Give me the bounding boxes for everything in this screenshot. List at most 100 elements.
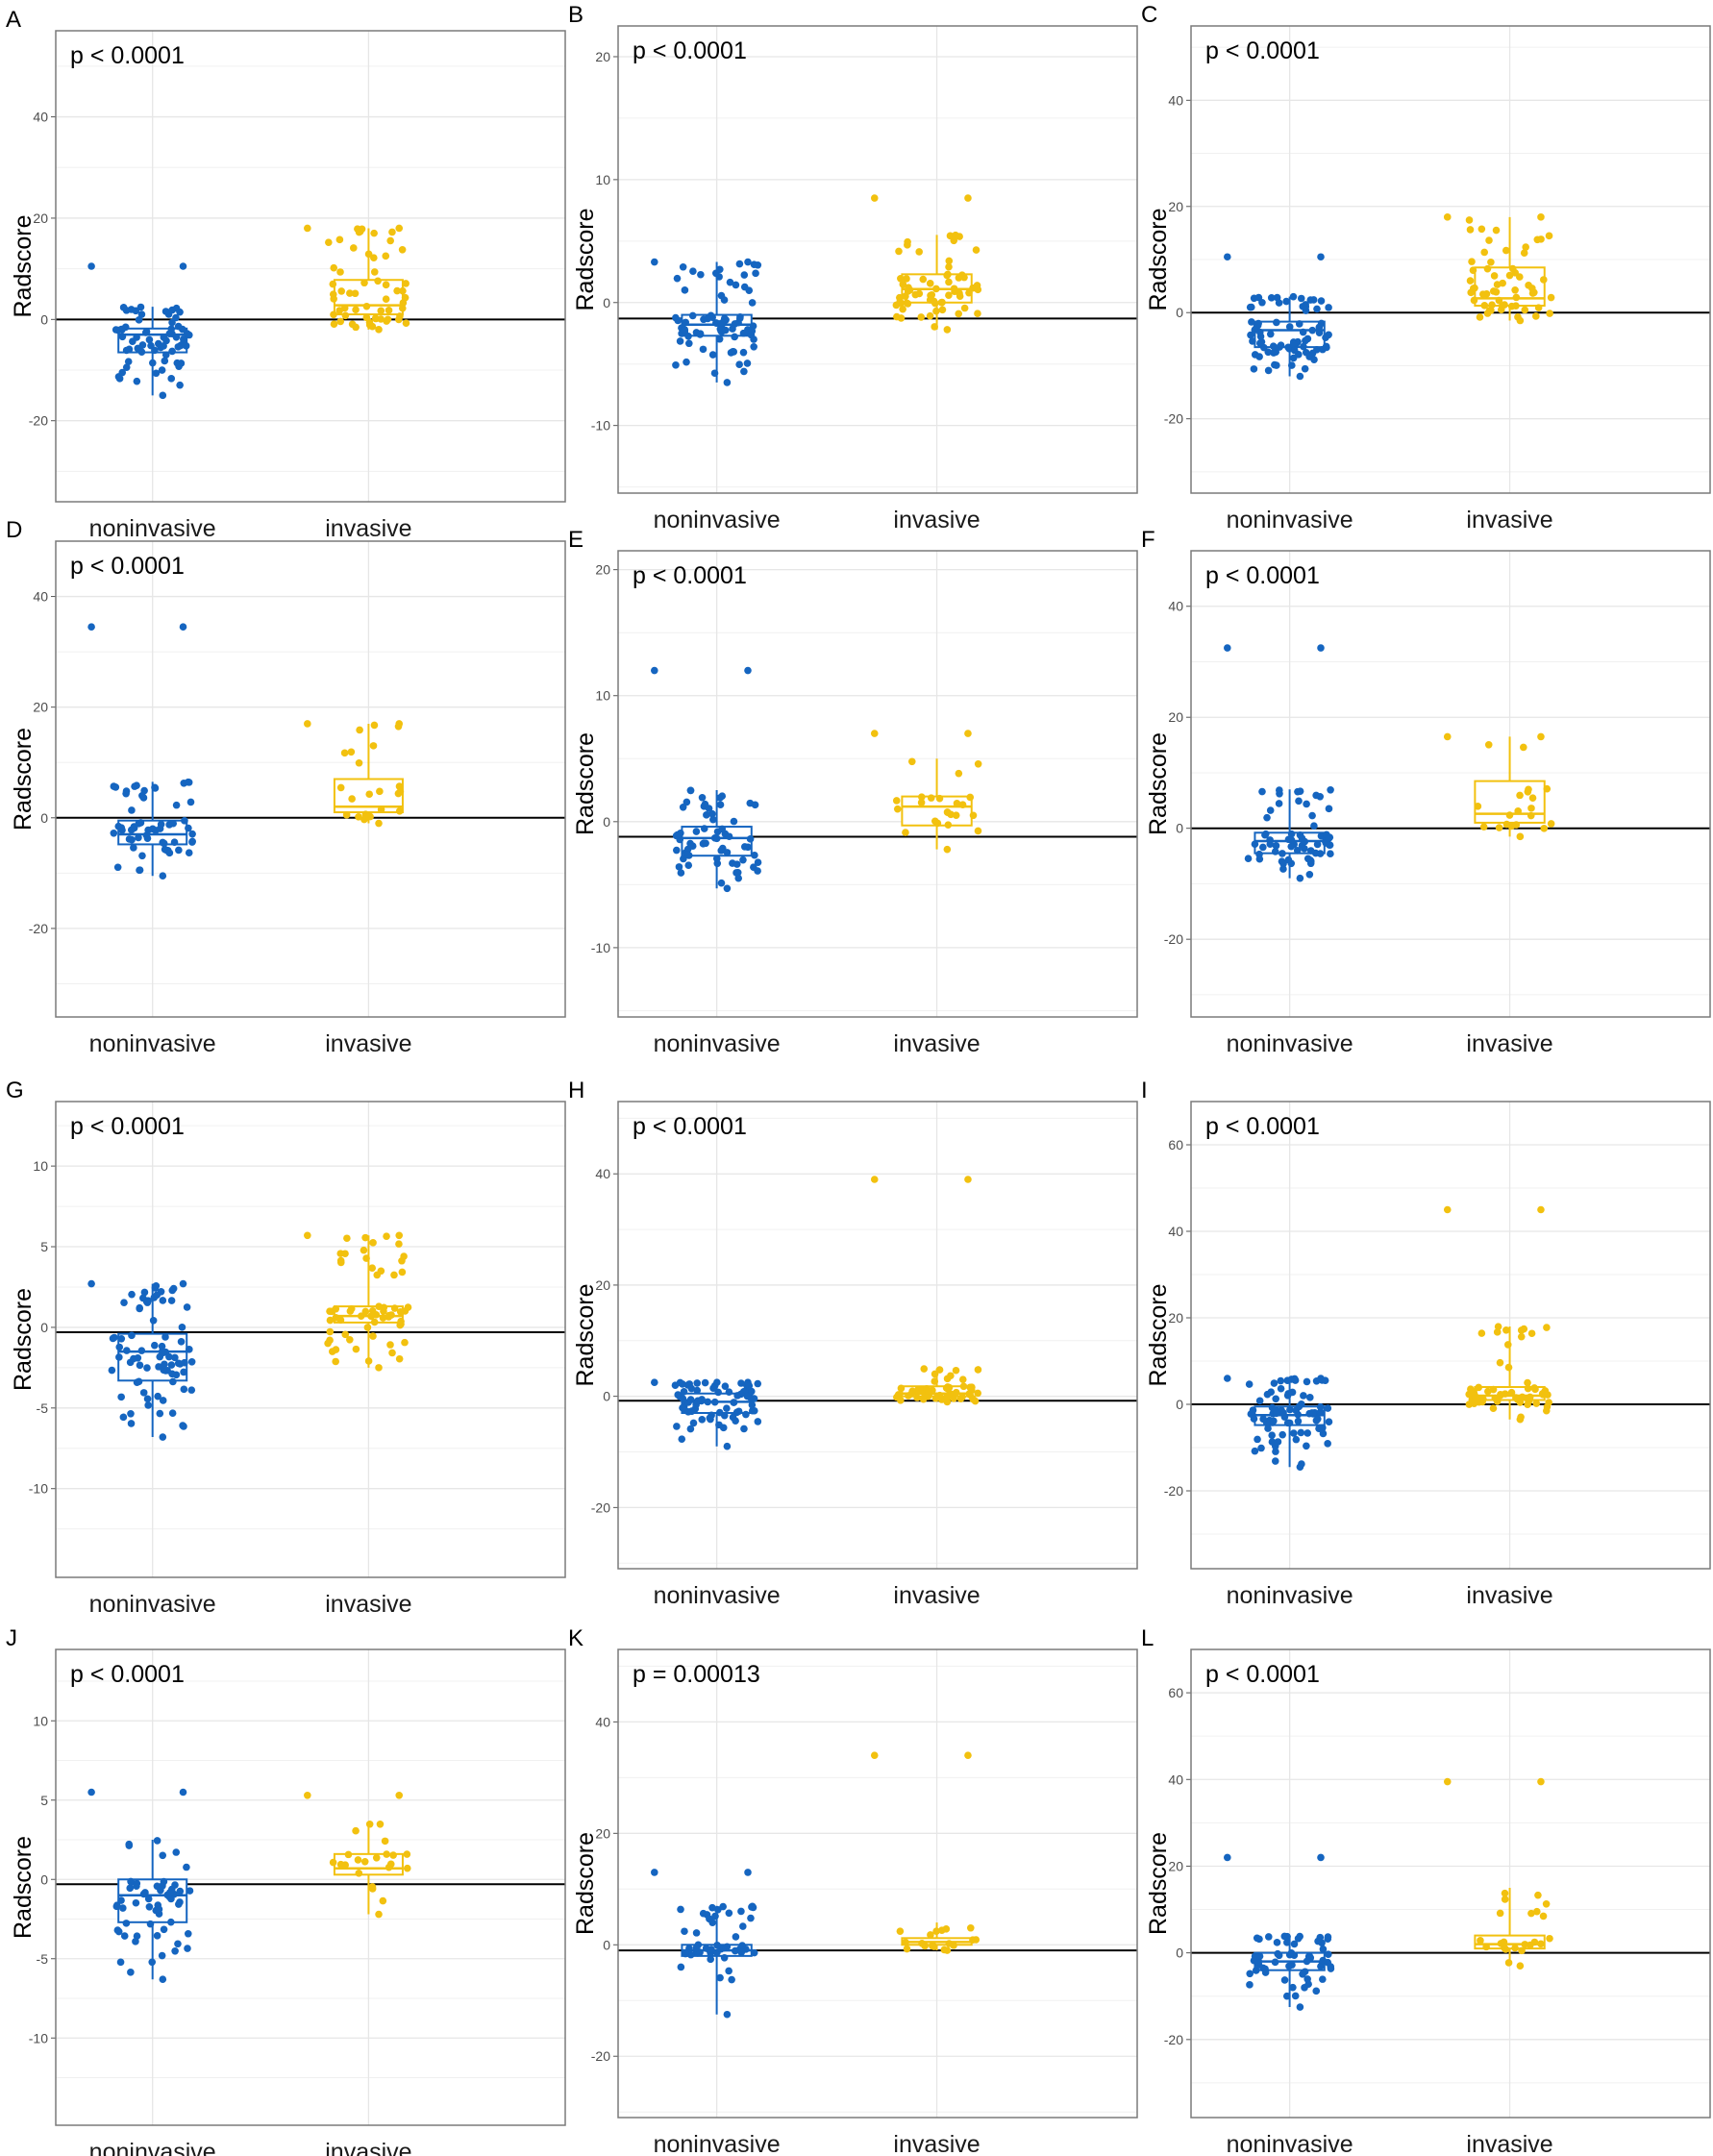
- panel-label-l: L: [1141, 1625, 1154, 1651]
- data-point: [1325, 304, 1332, 311]
- data-point: [712, 319, 720, 327]
- data-point: [737, 1907, 745, 1916]
- data-point: [701, 800, 709, 808]
- data-point: [702, 1945, 710, 1952]
- data-point: [931, 1377, 939, 1385]
- data-point: [149, 1316, 158, 1325]
- data-point: [740, 271, 749, 279]
- data-point: [396, 1308, 405, 1316]
- data-point: [133, 781, 140, 790]
- data-point: [168, 1409, 177, 1418]
- data-point: [174, 1940, 182, 1948]
- data-point: [179, 1788, 187, 1797]
- data-point: [385, 1311, 393, 1320]
- data-point: [1319, 1945, 1328, 1953]
- panel-l: L -20 0 20 40 60 p < 0.0001 Radscore noninvasive…: [1141, 1625, 1711, 2156]
- data-point: [944, 821, 953, 829]
- data-point: [1261, 1969, 1270, 1976]
- data-point: [919, 1395, 928, 1403]
- points-noninvasive: [1224, 1853, 1335, 2011]
- data-point: [375, 1364, 383, 1372]
- data-point: [1504, 1959, 1513, 1967]
- data-point: [748, 327, 757, 335]
- plot-background: [56, 31, 565, 502]
- plot-frame: [55, 30, 566, 503]
- data-point: [1296, 2003, 1304, 2011]
- data-point: [112, 326, 120, 334]
- data-point: [707, 1955, 714, 1964]
- data-point: [1245, 1380, 1254, 1388]
- data-point: [899, 305, 906, 313]
- data-point: [184, 1945, 191, 1952]
- data-point: [128, 1290, 136, 1299]
- panel-label-g: G: [6, 1078, 24, 1103]
- data-point: [708, 1903, 716, 1912]
- data-point: [927, 291, 934, 300]
- data-point: [151, 784, 160, 792]
- panel-i: I -20 0 20 40 60 p < 0.0001 Radscore noninvasive…: [1141, 1078, 1711, 1609]
- data-point: [1301, 1984, 1308, 1992]
- data-point: [360, 1246, 368, 1254]
- data-point: [325, 238, 333, 246]
- data-point: [679, 1395, 687, 1402]
- data-point: [1297, 1428, 1305, 1437]
- data-point: [938, 1926, 946, 1934]
- data-point: [379, 1896, 387, 1905]
- data-point: [1324, 1440, 1331, 1448]
- data-point: [364, 250, 373, 259]
- data-point: [143, 1299, 152, 1306]
- data-point: [739, 1922, 747, 1930]
- data-point: [1508, 264, 1517, 273]
- data-point: [1276, 786, 1283, 794]
- data-point: [1325, 1950, 1332, 1958]
- data-point: [964, 1751, 972, 1759]
- data-point: [1290, 1940, 1299, 1948]
- data-point: [1298, 1460, 1305, 1468]
- data-point: [388, 228, 396, 236]
- data-point: [683, 798, 691, 806]
- data-point: [1502, 246, 1510, 255]
- data-point: [686, 839, 694, 848]
- data-point: [132, 1898, 140, 1907]
- data-point: [1527, 805, 1535, 812]
- data-point: [337, 287, 346, 295]
- data-point: [964, 194, 972, 202]
- data-point: [1466, 226, 1475, 234]
- data-point: [1516, 832, 1525, 841]
- data-point: [737, 1379, 745, 1387]
- data-point: [687, 1384, 696, 1393]
- data-point: [725, 1967, 732, 1975]
- data-point: [1516, 1962, 1525, 1970]
- p-value-annotation: p < 0.0001: [1205, 1113, 1320, 1140]
- data-point: [945, 257, 954, 265]
- data-point: [351, 289, 360, 298]
- data-point: [382, 252, 390, 260]
- x-category-label-noninvasive: noninvasive: [654, 1030, 781, 1057]
- plot-frame: [617, 1101, 1138, 1570]
- data-point: [955, 769, 963, 778]
- y-axis-label: Radscore: [572, 209, 599, 311]
- p-value-annotation: p = 0.00013: [633, 1661, 760, 1688]
- data-point: [904, 241, 911, 249]
- x-category-label-invasive: invasive: [1466, 2131, 1552, 2156]
- data-point: [678, 1435, 686, 1443]
- y-tick-label: 60: [1168, 1137, 1183, 1152]
- data-point: [681, 326, 689, 334]
- y-tick-label: 40: [1168, 1224, 1183, 1239]
- data-point: [1477, 1329, 1486, 1337]
- p-value-annotation: p < 0.0001: [633, 37, 747, 64]
- y-axis-label: Radscore: [10, 215, 37, 318]
- data-point: [352, 306, 360, 314]
- data-point: [127, 1969, 135, 1976]
- plot-background: [1191, 1649, 1710, 2118]
- data-point: [699, 345, 708, 354]
- data-point: [1471, 284, 1478, 292]
- y-axis-label: Radscore: [572, 1284, 599, 1387]
- data-point: [128, 835, 136, 844]
- data-point: [1297, 294, 1305, 303]
- data-point: [365, 1820, 374, 1828]
- data-point: [127, 1420, 136, 1427]
- data-point: [1443, 1205, 1452, 1214]
- x-category-label-invasive: invasive: [893, 1030, 980, 1057]
- y-tick-label: -20: [29, 413, 48, 429]
